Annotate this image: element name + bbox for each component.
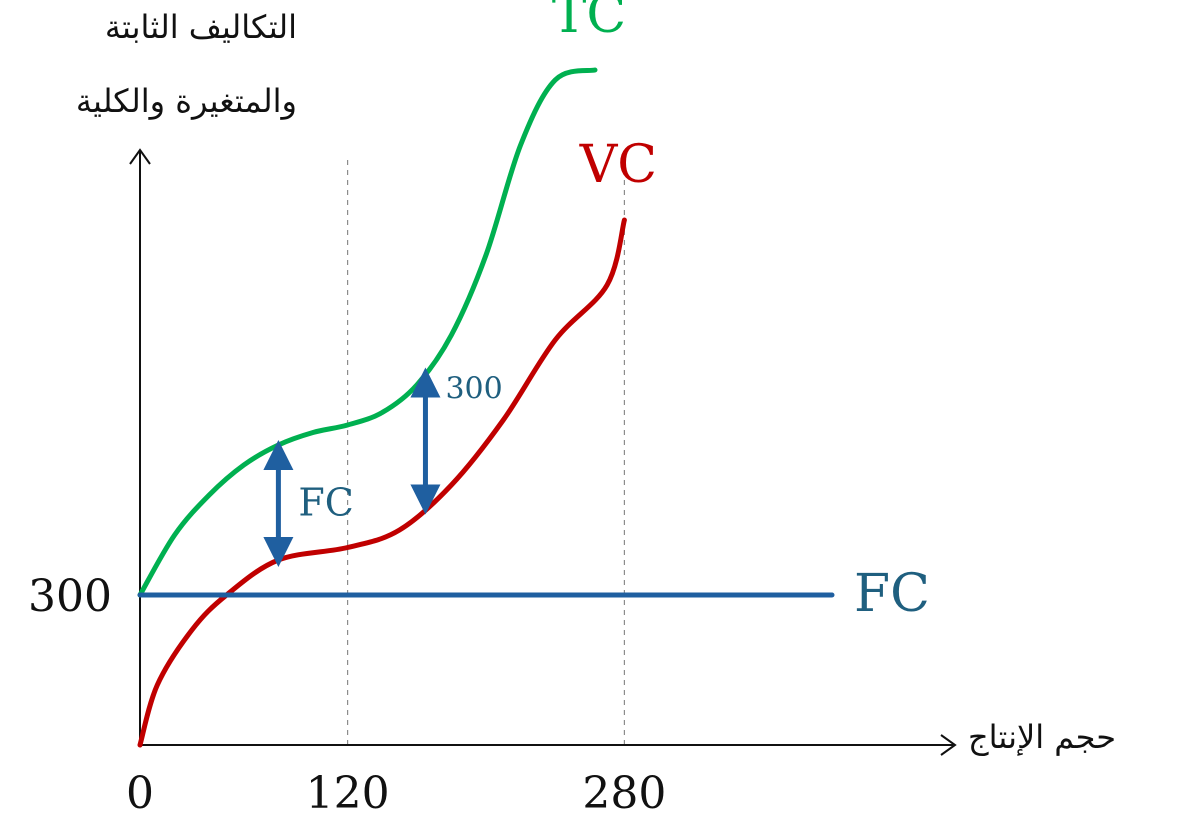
x-axis-label: حجم الإنتاج [968, 718, 1117, 756]
y-tick-label-300: 300 [28, 571, 112, 622]
gap-label-2: 300 [445, 372, 502, 407]
x-axis-arrow [940, 734, 957, 756]
series-tc-label: TC [552, 0, 626, 45]
x-tick-label-0: 0 [126, 768, 154, 817]
gap-label-1: FC [298, 481, 353, 525]
x-tick-label-120: 120 [306, 768, 390, 817]
y-axis-arrow [129, 148, 151, 165]
y-axis-label-line-2: والمتغيرة والكلية [75, 82, 297, 120]
x-tick-label-280: 280 [582, 768, 666, 817]
series-vc-label: VC [579, 135, 657, 195]
y-axis-label-line-1: التكاليف الثابتة [104, 8, 297, 46]
series-vc-line [137, 217, 627, 748]
series-fc-label: FC [854, 564, 930, 624]
series-tc-line [137, 67, 598, 598]
